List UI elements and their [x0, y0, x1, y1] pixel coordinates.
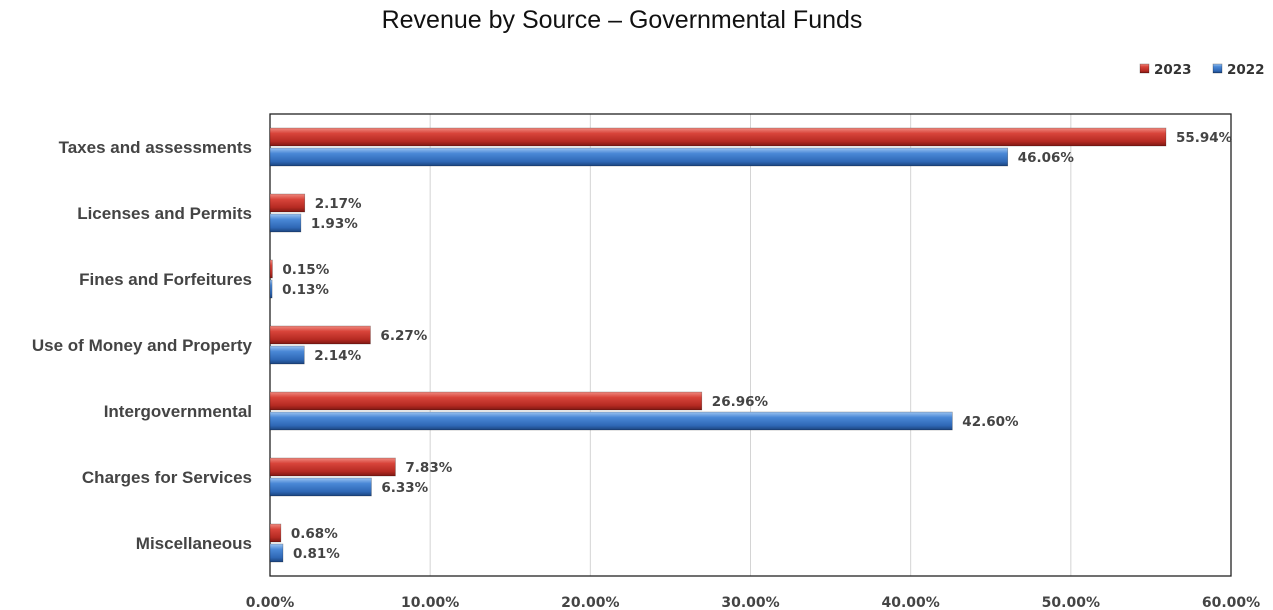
data-label: 2.14% [314, 348, 361, 364]
chart-legend: 2023 2022 [1139, 62, 1265, 78]
chart-title: Revenue by Source – Governmental Funds [382, 6, 863, 34]
legend-swatch-2022 [1212, 63, 1223, 74]
bar-2023-fines-and-forfeitures [269, 259, 273, 279]
x-tick-label: 50.00% [1042, 595, 1100, 610]
data-label: 7.83% [405, 460, 452, 476]
data-label: 0.81% [293, 546, 340, 562]
data-label: 6.33% [381, 480, 428, 496]
bar-2023-licenses-and-permits [269, 193, 306, 213]
category-label-intergovernmental: Intergovernmental [104, 402, 252, 421]
data-label: 2.17% [315, 196, 362, 212]
category-label-licenses-and-permits: Licenses and Permits [77, 204, 252, 223]
bar-2022-licenses-and-permits [269, 213, 302, 233]
bar-2022-fines-and-forfeitures [269, 279, 273, 299]
category-axis: Taxes and assessments Licenses and Permit… [32, 138, 253, 553]
legend-label-2022: 2022 [1227, 62, 1265, 78]
value-axis: 0.00% 10.00% 20.00% 30.00% 40.00% 50.00% 60.00… [246, 595, 1260, 610]
data-label: 26.96% [712, 394, 769, 410]
bar-2023-miscellaneous [269, 523, 282, 543]
bar-2023-intergovernmental [269, 391, 703, 411]
x-tick-label: 30.00% [721, 595, 779, 610]
data-label: 0.13% [282, 282, 329, 298]
category-label-miscellaneous: Miscellaneous [136, 534, 252, 553]
data-label: 6.27% [380, 328, 427, 344]
legend-swatch-2023 [1139, 63, 1150, 74]
bar-2023-charges-for-services [269, 457, 396, 477]
data-label: 0.15% [282, 262, 329, 278]
data-label: 55.94% [1176, 130, 1233, 146]
category-label-fines-and-forfeitures: Fines and Forfeitures [79, 270, 252, 289]
category-label-use-of-money-and-property: Use of Money and Property [32, 336, 253, 355]
x-tick-label: 0.00% [246, 595, 295, 610]
data-label: 46.06% [1018, 150, 1075, 166]
x-tick-label: 40.00% [882, 595, 940, 610]
bar-2022-taxes-and-assessments [269, 147, 1009, 167]
category-label-taxes-and-assessments: Taxes and assessments [59, 138, 252, 157]
x-tick-label: 10.00% [401, 595, 459, 610]
legend-label-2023: 2023 [1154, 62, 1192, 78]
data-label: 0.68% [291, 526, 338, 542]
x-tick-label: 20.00% [561, 595, 619, 610]
plot-area [269, 113, 1232, 577]
bar-2023-taxes-and-assessments [269, 127, 1167, 147]
bar-2022-miscellaneous [269, 543, 284, 563]
bar-2022-charges-for-services [269, 477, 372, 497]
data-label: 1.93% [311, 216, 358, 232]
bar-2023-use-of-money-and-property [269, 325, 371, 345]
bar-group: 55.94% 46.06% 2.17% 1.93% 0.15% 0.13% 6.27% 2.1… [269, 127, 1233, 563]
x-tick-label: 60.00% [1202, 595, 1260, 610]
grid-lines [429, 114, 1072, 576]
data-label: 42.60% [962, 414, 1019, 430]
bar-2022-use-of-money-and-property [269, 345, 305, 365]
category-label-charges-for-services: Charges for Services [82, 468, 252, 487]
bar-2022-intergovernmental [269, 411, 953, 431]
